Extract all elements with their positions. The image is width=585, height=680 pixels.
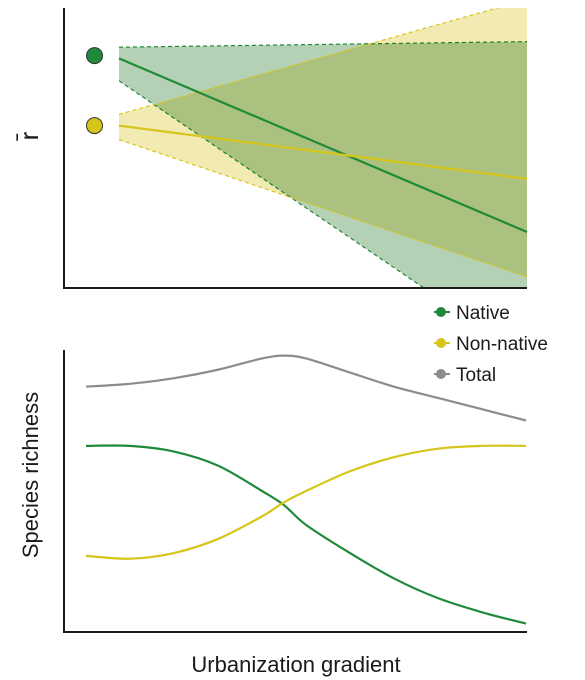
- curve-total: [85, 354, 527, 422]
- top-y-axis-label: r̄: [14, 131, 44, 141]
- legend-label-native: Native: [456, 303, 510, 324]
- species-richness-panel: Species richness Urbanization gradient: [18, 350, 527, 677]
- legend-item-total: Total: [434, 365, 496, 386]
- band-non-native: [119, 8, 527, 277]
- bottom-axes: [63, 350, 527, 633]
- confidence-bands: [119, 8, 527, 288]
- richness-curves: [85, 354, 527, 625]
- bottom-y-axis-label: Species richness: [18, 392, 43, 558]
- curve-native: [85, 444, 527, 625]
- legend-marker-total: [436, 369, 446, 379]
- band-upper-edge-native: [119, 41, 527, 48]
- trend-line-non-native: [118, 124, 528, 180]
- legend: Native Non-native Total: [434, 303, 548, 386]
- mean-r-panel: r̄: [14, 8, 528, 289]
- legend-item-native: Native: [434, 303, 510, 324]
- point-native: [86, 47, 104, 65]
- trend-lines: [118, 57, 528, 234]
- trend-line-native: [118, 57, 528, 234]
- x-axis-label: Urbanization gradient: [191, 652, 400, 677]
- legend-label-non-native: Non-native: [456, 334, 548, 355]
- intercept-points: [86, 47, 104, 135]
- legend-item-non-native: Non-native: [434, 334, 548, 355]
- curve-non-native: [85, 444, 527, 560]
- band-upper-edge-non-native: [119, 8, 500, 115]
- band-lower-edge-native: [119, 80, 426, 288]
- top-axes: [63, 8, 527, 289]
- point-non-native: [86, 117, 104, 135]
- legend-marker-native: [436, 307, 446, 317]
- legend-label-total: Total: [456, 365, 496, 386]
- legend-marker-non-native: [436, 338, 446, 348]
- band-lower-edge-non-native: [119, 139, 527, 278]
